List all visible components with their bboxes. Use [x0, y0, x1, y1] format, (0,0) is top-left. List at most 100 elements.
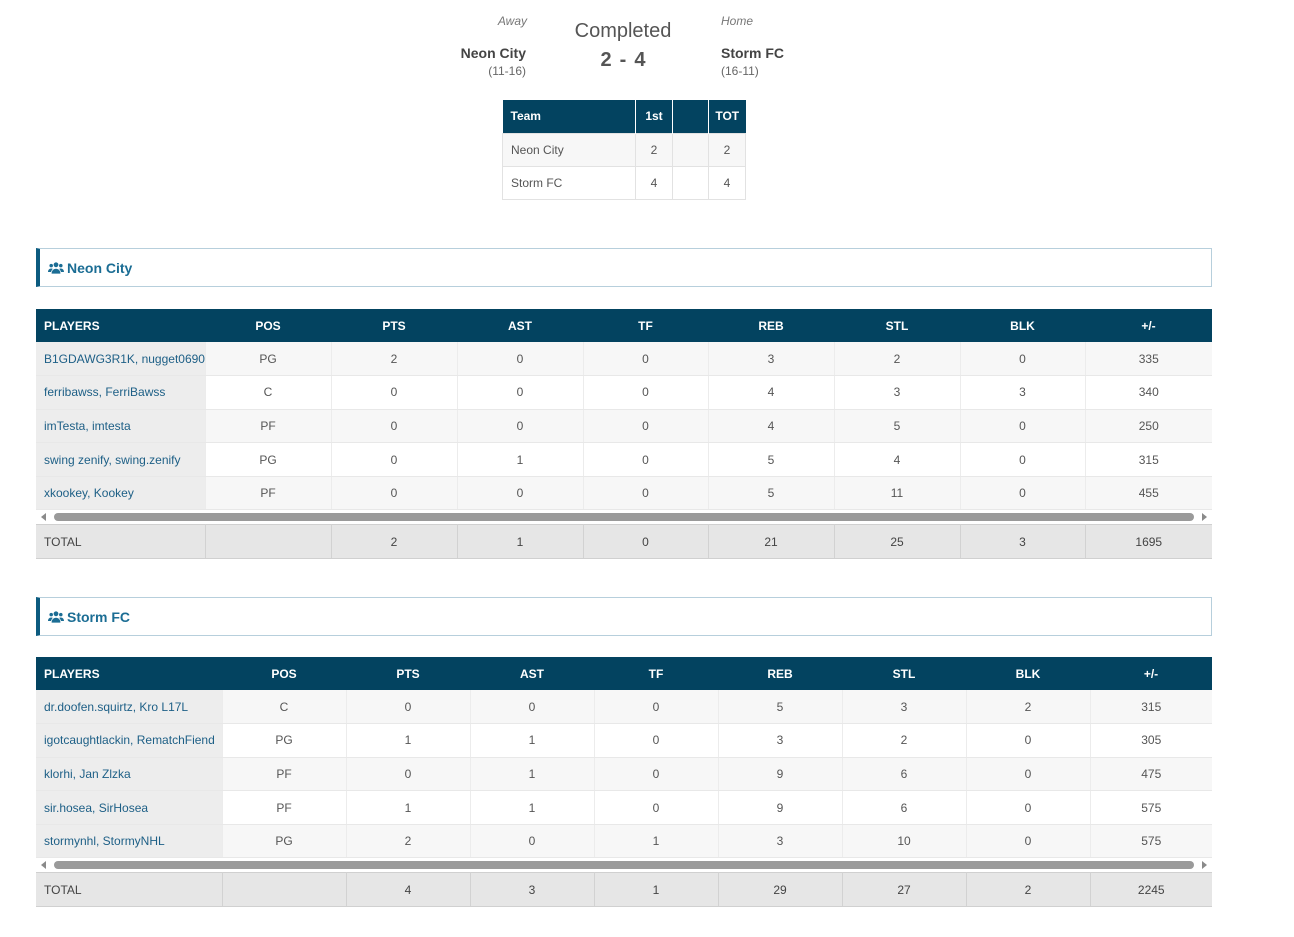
- stat-cell: 250: [1085, 409, 1212, 444]
- total-cell: 27: [842, 872, 967, 907]
- game-score: 2-4: [563, 49, 683, 72]
- player-name-link[interactable]: stormynhl, StormyNHL: [36, 824, 223, 859]
- stat-cell: 0: [457, 476, 584, 511]
- player-name-link[interactable]: igotcaughtlackin, RematchFiend: [36, 723, 223, 758]
- stat-cell: PG: [222, 824, 347, 859]
- linescore-cell: 2: [708, 132, 746, 167]
- column-header[interactable]: POS: [222, 657, 346, 690]
- stat-cell: PF: [205, 476, 332, 511]
- stat-cell: PF: [222, 757, 347, 792]
- team-section-header: Neon City: [36, 248, 1212, 287]
- away-team-name[interactable]: Neon City: [460, 45, 526, 61]
- stat-cell: 0: [583, 442, 709, 477]
- stat-cell: C: [222, 690, 347, 725]
- stat-cell: 2: [842, 723, 967, 758]
- column-header[interactable]: AST: [457, 309, 583, 342]
- player-name-link[interactable]: swing zenify, swing.zenify: [36, 442, 206, 477]
- player-stats-table: PLAYERS POS PTS AST TF REB STL BLK +/- dr.doofen.…: [36, 657, 1212, 859]
- scroll-left-icon[interactable]: [41, 513, 46, 521]
- stat-cell: 315: [1085, 442, 1212, 477]
- stat-cell: 0: [331, 375, 458, 410]
- column-header[interactable]: BLK: [966, 657, 1090, 690]
- stat-cell: 0: [966, 757, 1091, 792]
- stat-cell: 0: [331, 476, 458, 511]
- stat-cell: 340: [1085, 375, 1212, 410]
- linescore-header: 1st: [635, 100, 673, 133]
- column-header[interactable]: PTS: [331, 309, 457, 342]
- team-section-title[interactable]: Storm FC: [67, 608, 130, 625]
- team-section-title[interactable]: Neon City: [67, 259, 133, 276]
- scroll-right-icon[interactable]: [1202, 513, 1207, 521]
- home-team-name[interactable]: Storm FC: [721, 45, 784, 61]
- away-label: Away: [497, 14, 527, 28]
- stat-cell: 1: [346, 723, 471, 758]
- stat-cell: 2: [346, 824, 471, 859]
- totals-row: TOTAL 4 3 1 29 27 2 2245: [36, 872, 1212, 907]
- stat-cell: 0: [966, 723, 1091, 758]
- player-name-link[interactable]: imTesta, imtesta: [36, 409, 206, 444]
- player-name-link[interactable]: klorhi, Jan Zlzka: [36, 757, 223, 792]
- linescore-cell: 4: [635, 165, 673, 200]
- stat-cell: 11: [834, 476, 961, 511]
- column-header[interactable]: STL: [834, 309, 960, 342]
- column-header[interactable]: PLAYERS: [36, 657, 222, 690]
- scroll-right-icon[interactable]: [1202, 861, 1207, 869]
- player-row: xkookey, Kookey PF 0 0 0 5 11 0 455: [36, 476, 1212, 511]
- player-row: ferribawss, FerriBawss C 0 0 0 4 3 3 340: [36, 375, 1212, 410]
- stat-cell: 2: [834, 342, 961, 377]
- player-name-link[interactable]: sir.hosea, SirHosea: [36, 790, 223, 825]
- stat-cell: 575: [1090, 790, 1212, 825]
- scroll-left-icon[interactable]: [41, 861, 46, 869]
- stat-cell: 1: [470, 723, 595, 758]
- horizontal-scrollbar[interactable]: [36, 511, 1212, 523]
- column-header[interactable]: BLK: [960, 309, 1085, 342]
- stat-cell: PG: [222, 723, 347, 758]
- column-header[interactable]: TF: [583, 309, 708, 342]
- column-header[interactable]: REB: [708, 309, 834, 342]
- player-name-link[interactable]: dr.doofen.squirtz, Kro L17L: [36, 690, 223, 725]
- stat-cell: 5: [718, 690, 843, 725]
- column-header[interactable]: AST: [470, 657, 594, 690]
- column-header[interactable]: PLAYERS: [36, 309, 205, 342]
- scrollbar-thumb[interactable]: [54, 513, 1194, 521]
- column-header[interactable]: REB: [718, 657, 842, 690]
- linescore-cell: Neon City: [502, 132, 636, 167]
- stat-cell: C: [205, 375, 332, 410]
- player-row: imTesta, imtesta PF 0 0 0 4 5 0 250: [36, 409, 1212, 444]
- player-row: dr.doofen.squirtz, Kro L17L C 0 0 0 5 3 2 315: [36, 690, 1212, 725]
- column-header[interactable]: +/-: [1090, 657, 1212, 690]
- score-separator: -: [619, 49, 627, 71]
- away-team-record: (11-16): [488, 64, 526, 78]
- player-stats-table: PLAYERS POS PTS AST TF REB STL BLK +/- B1GDAWG3R1…: [36, 309, 1212, 511]
- linescore-cell: 4: [708, 165, 746, 200]
- player-row: igotcaughtlackin, RematchFiend PG 1 1 0 3 2 0 30…: [36, 723, 1212, 758]
- totals-table: TOTAL 4 3 1 29 27 2 2245: [36, 872, 1212, 907]
- linescore-cell: [672, 132, 709, 167]
- stat-cell: 0: [346, 757, 471, 792]
- linescore-cell: 2: [635, 132, 673, 167]
- totals-row: TOTAL 2 1 0 21 25 3 1695: [36, 524, 1212, 559]
- player-name-link[interactable]: B1GDAWG3R1K, nugget0690: [36, 342, 206, 377]
- scrollbar-thumb[interactable]: [54, 861, 1194, 869]
- horizontal-scrollbar[interactable]: [36, 859, 1212, 871]
- total-cell: 25: [834, 524, 961, 559]
- stat-cell: 475: [1090, 757, 1212, 792]
- stat-cell: 0: [331, 442, 458, 477]
- stat-cell: 315: [1090, 690, 1212, 725]
- team-section-header: Storm FC: [36, 597, 1212, 636]
- player-name-link[interactable]: ferribawss, FerriBawss: [36, 375, 206, 410]
- column-header[interactable]: STL: [842, 657, 966, 690]
- totals-table: TOTAL 2 1 0 21 25 3 1695: [36, 524, 1212, 559]
- stat-cell: PG: [205, 442, 332, 477]
- column-header[interactable]: +/-: [1085, 309, 1212, 342]
- player-name-link[interactable]: xkookey, Kookey: [36, 476, 206, 511]
- column-header[interactable]: TF: [594, 657, 718, 690]
- column-header[interactable]: PTS: [346, 657, 470, 690]
- stat-cell: 0: [346, 690, 471, 725]
- total-cell: 3: [960, 524, 1086, 559]
- stat-cell: 2: [331, 342, 458, 377]
- column-header[interactable]: POS: [205, 309, 331, 342]
- stat-cell: 0: [457, 409, 584, 444]
- stat-cell: 3: [718, 824, 843, 859]
- stat-cell: 3: [834, 375, 961, 410]
